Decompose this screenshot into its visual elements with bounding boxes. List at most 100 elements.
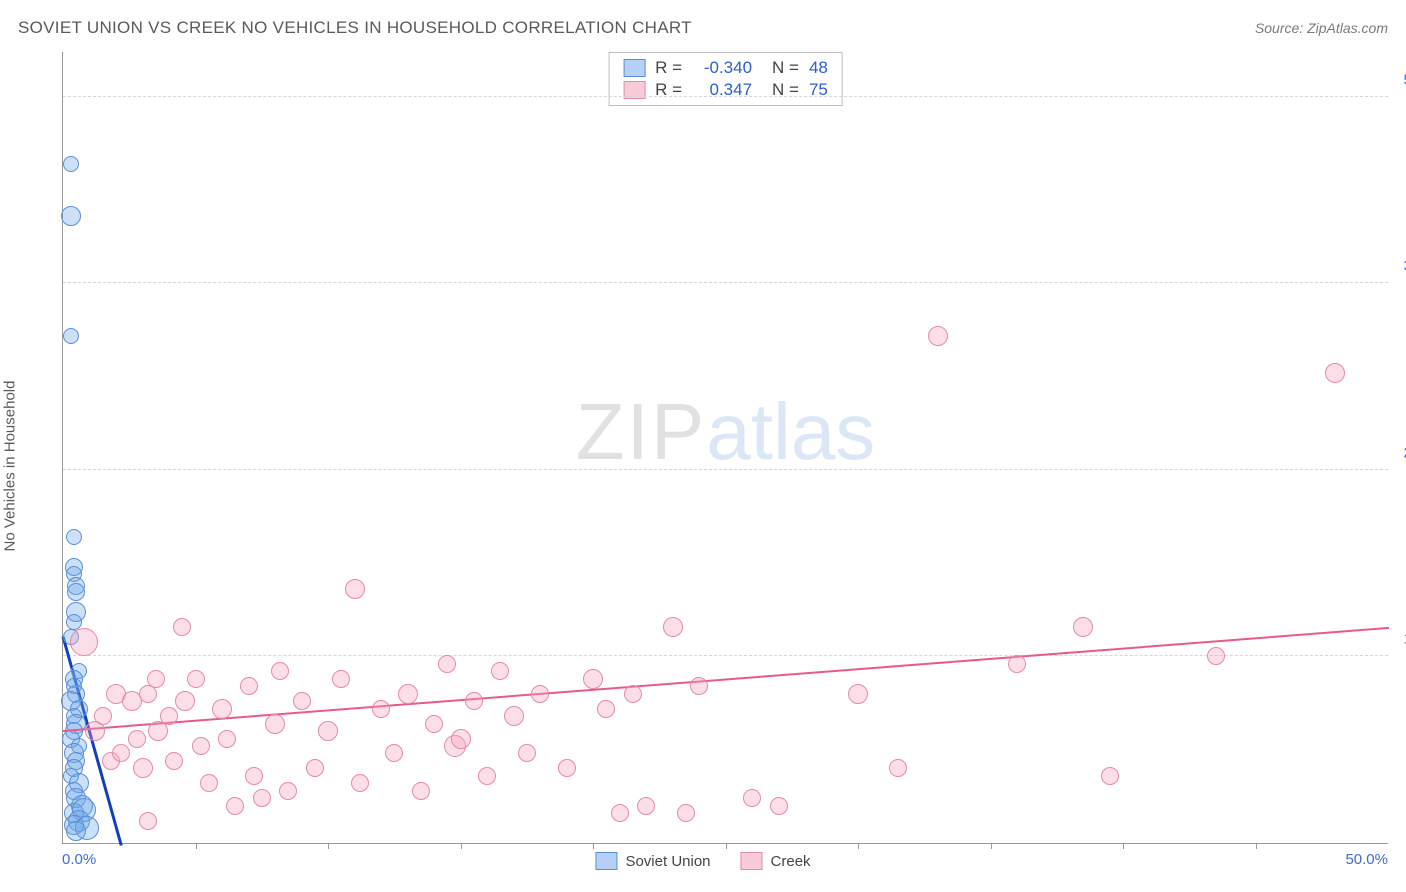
x-tick (1123, 843, 1124, 849)
data-point (139, 812, 157, 830)
data-point (240, 677, 258, 695)
data-point (70, 628, 98, 656)
data-point (293, 692, 311, 710)
data-point (663, 617, 683, 637)
gridline-h (63, 282, 1388, 283)
data-point (306, 759, 324, 777)
r-value: 0.347 (692, 80, 752, 100)
data-point (848, 684, 868, 704)
data-point (637, 797, 655, 815)
x-tick (196, 843, 197, 849)
data-point (345, 579, 365, 599)
series-legend: Soviet Union Creek (595, 852, 810, 870)
legend-item-creek: Creek (741, 852, 811, 870)
data-point (412, 782, 430, 800)
data-point (889, 759, 907, 777)
source-label: Source: ZipAtlas.com (1255, 20, 1388, 36)
data-point (478, 767, 496, 785)
data-point (175, 691, 195, 711)
data-point (770, 797, 788, 815)
data-point (531, 685, 549, 703)
data-point (1207, 647, 1225, 665)
x-tick (726, 843, 727, 849)
data-point (133, 758, 153, 778)
data-point (1325, 363, 1345, 383)
data-point (63, 328, 79, 344)
data-point (112, 744, 130, 762)
data-point (200, 774, 218, 792)
data-point (67, 583, 85, 601)
data-point (271, 662, 289, 680)
data-point (583, 669, 603, 689)
data-point (147, 670, 165, 688)
n-label: N = (772, 80, 799, 100)
x-tick (328, 843, 329, 849)
data-point (187, 670, 205, 688)
y-axis-label: No Vehicles in Household (2, 381, 19, 552)
data-point (61, 206, 81, 226)
data-point (192, 737, 210, 755)
legend-label: Creek (771, 853, 811, 870)
data-point (597, 700, 615, 718)
data-point (173, 618, 191, 636)
data-point (677, 804, 695, 822)
r-label: R = (655, 80, 682, 100)
data-point (94, 707, 112, 725)
n-label: N = (772, 58, 799, 78)
data-point (385, 744, 403, 762)
x-tick (1256, 843, 1257, 849)
data-point (160, 707, 178, 725)
stats-row-creek: R = 0.347 N = 75 (623, 79, 828, 101)
data-point (1073, 617, 1093, 637)
n-value: 48 (809, 58, 828, 78)
data-point (504, 706, 524, 726)
data-point (66, 821, 86, 841)
gridline-h (63, 655, 1388, 656)
data-point (611, 804, 629, 822)
swatch-icon (623, 59, 645, 77)
x-axis-max: 50.0% (1345, 851, 1388, 868)
data-point (165, 752, 183, 770)
data-point (265, 714, 285, 734)
data-point (518, 744, 536, 762)
data-point (128, 730, 146, 748)
data-point (351, 774, 369, 792)
data-point (624, 685, 642, 703)
watermark-atlas: atlas (706, 387, 875, 476)
data-point (332, 670, 350, 688)
data-point (438, 655, 456, 673)
data-point (928, 326, 948, 346)
data-point (558, 759, 576, 777)
data-point (245, 767, 263, 785)
legend-label: Soviet Union (625, 853, 710, 870)
trend-line (63, 627, 1389, 732)
data-point (318, 721, 338, 741)
swatch-icon (595, 852, 617, 870)
x-tick (991, 843, 992, 849)
data-point (743, 789, 761, 807)
data-point (398, 684, 418, 704)
watermark-zip: ZIP (576, 387, 706, 476)
x-tick (593, 843, 594, 849)
gridline-h (63, 96, 1388, 97)
n-value: 75 (809, 80, 828, 100)
data-point (1101, 767, 1119, 785)
data-point (66, 529, 82, 545)
data-point (279, 782, 297, 800)
watermark: ZIPatlas (576, 386, 875, 478)
data-point (1008, 655, 1026, 673)
legend-item-soviet: Soviet Union (595, 852, 710, 870)
data-point (63, 156, 79, 172)
r-value: -0.340 (692, 58, 752, 78)
data-point (253, 789, 271, 807)
data-point (226, 797, 244, 815)
gridline-h (63, 469, 1388, 470)
data-point (218, 730, 236, 748)
data-point (212, 699, 232, 719)
x-tick (461, 843, 462, 849)
scatter-plot: ZIPatlas R = -0.340 N = 48 R = 0.347 N =… (62, 52, 1388, 844)
data-point (491, 662, 509, 680)
x-tick (858, 843, 859, 849)
data-point (425, 715, 443, 733)
data-point (690, 677, 708, 695)
